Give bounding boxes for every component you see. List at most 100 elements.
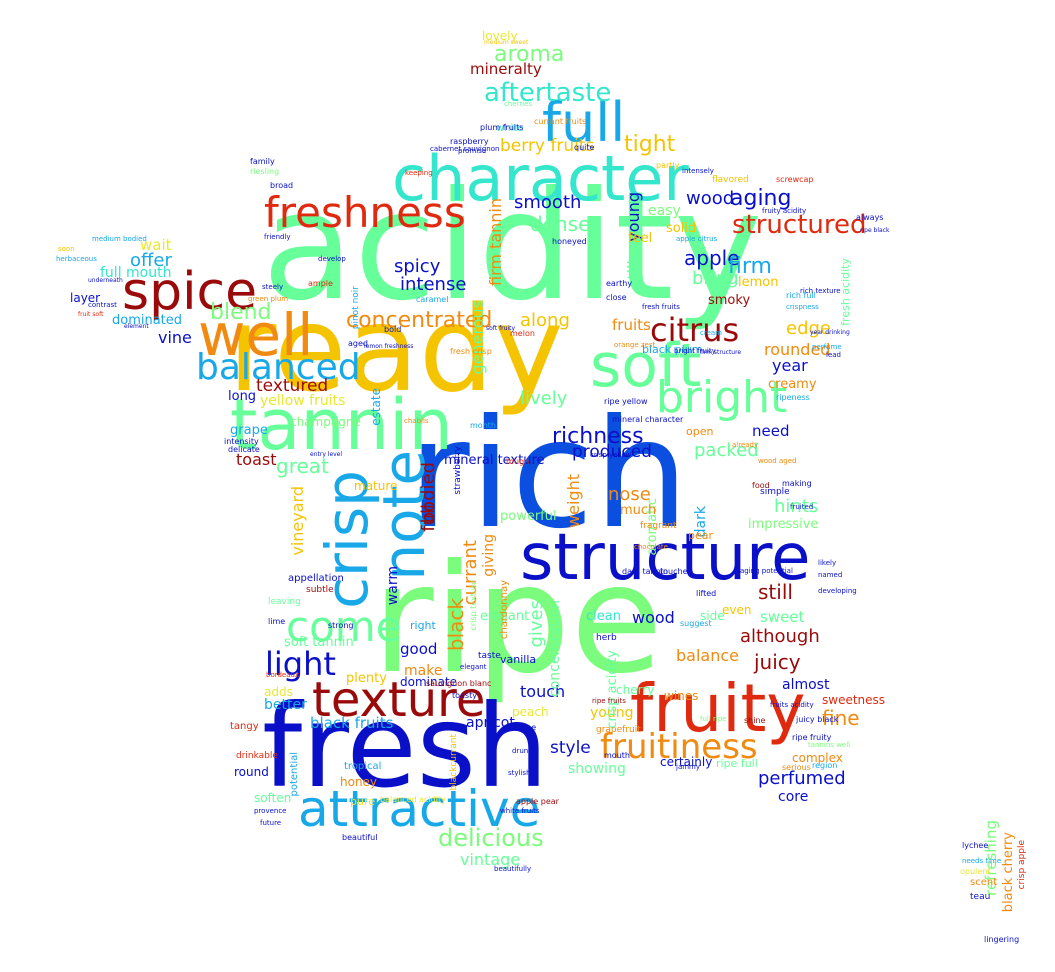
word-ripe-fruity: ripe fruity: [792, 733, 832, 742]
word-balance: balance: [676, 646, 739, 665]
word-great: great: [276, 454, 329, 478]
word-dense: dense: [530, 212, 591, 236]
word-teau: teau: [970, 892, 991, 902]
word-firm-structure: firm structure: [700, 349, 742, 356]
word-opulent: opulent: [960, 867, 991, 876]
word-along: along: [520, 310, 570, 331]
word-white: white: [496, 123, 524, 134]
word-black-fruits: black fruits: [310, 714, 394, 732]
word-chardonnay: chardonnay: [499, 580, 510, 640]
word-intensity: intensity: [224, 437, 259, 446]
word-fresh-acidity: fresh acidity: [839, 258, 852, 326]
word-adds: adds: [264, 685, 293, 699]
word-creamy: creamy: [768, 377, 817, 392]
word-lovely: lovely: [482, 29, 518, 43]
word-juicy-black: juicy black: [796, 715, 839, 724]
word-tannin: tannin: [230, 384, 453, 466]
word-bright: bright: [656, 372, 788, 423]
word-crispness: crispness: [786, 303, 819, 311]
word-fruits-acidity: fruits acidity: [770, 701, 814, 709]
word-scent: scent: [970, 877, 998, 888]
word-stylish: stylish: [508, 769, 531, 777]
word-better: better: [264, 697, 307, 713]
word-weight: weight: [564, 474, 583, 528]
word-soft-fruity: soft fruity: [486, 325, 516, 332]
word-pinot-noir: pinot noir: [351, 286, 361, 330]
word-ample: ample: [308, 279, 333, 288]
word-food: food: [752, 481, 770, 490]
word-already: already: [732, 441, 759, 449]
word-sweet: sweet: [760, 608, 805, 626]
word-ripe-full: ripe full: [716, 757, 758, 770]
word-entry-level: entry level: [310, 451, 343, 458]
word-delicate: delicate: [228, 445, 260, 454]
word-taste: taste: [478, 651, 501, 661]
word-lingering: lingering: [984, 935, 1020, 944]
word-fresh-fruits: fresh fruits: [642, 303, 680, 311]
word-cherry: cherry: [616, 683, 655, 697]
word-bold: bold: [384, 325, 402, 334]
word-cabernet-sauvignon: cabernet sauvignon: [430, 145, 500, 153]
word-spice: spice: [122, 262, 258, 322]
word-making: making: [782, 479, 812, 488]
word-aroma: aroma: [494, 42, 565, 67]
word-delicious: delicious: [438, 824, 544, 852]
word-impressive: impressive: [748, 517, 819, 532]
word-good: good: [400, 640, 438, 658]
word-grapefruit: grapefruit: [596, 725, 641, 735]
word-spicy: spicy: [394, 256, 441, 277]
word-cherries: cherries: [504, 100, 533, 108]
word-feel: feel: [628, 231, 653, 246]
word-attractive: attractive: [298, 780, 541, 838]
word-acidity: acidity: [262, 160, 763, 334]
word-ripe: ripe: [372, 533, 663, 707]
word-sweetness: sweetness: [822, 693, 886, 707]
word-strawberry: strawberry: [453, 446, 463, 495]
word-riesling: riesling: [250, 167, 280, 176]
word-drunk: drunk: [512, 747, 533, 755]
word-texture: texture: [312, 672, 486, 728]
word-textured: textured: [256, 376, 329, 396]
word-structured: structured: [732, 210, 867, 240]
word-balanced: balanced: [196, 347, 361, 388]
word-smooth: smooth: [514, 192, 582, 213]
word-apple: apple: [684, 246, 740, 270]
word-underneath: underneath: [88, 277, 123, 284]
word-nose: nose: [608, 484, 651, 505]
word-freshness: freshness: [264, 188, 466, 237]
word-toasty: toasty: [452, 691, 477, 700]
word-rich: rich: [408, 388, 689, 562]
word-toast: toast: [236, 450, 277, 469]
word-shine: shine: [744, 716, 766, 725]
word-wood-aged: wood aged: [758, 457, 797, 465]
word-intense: intense: [400, 274, 467, 295]
word-packed: packed: [694, 440, 759, 461]
word-lemon: lemon: [738, 275, 779, 290]
word-contrast: contrast: [88, 301, 117, 309]
word-generous: generous: [468, 300, 487, 375]
word-dark-tannin: dark tannin: [622, 567, 668, 576]
word-champagne: champagne: [290, 415, 361, 429]
word-provence: provence: [254, 807, 287, 815]
word-grape: grape: [230, 423, 268, 438]
word-mineralty: mineralty: [470, 60, 542, 78]
word-developing: developing: [818, 587, 857, 595]
word-beautifully: beautifully: [494, 865, 532, 873]
word-close: close: [606, 293, 627, 302]
word-fruit-soft: fruit soft: [78, 311, 104, 318]
word-balanced-acidity: balanced acidity: [380, 795, 446, 804]
word-rounded: rounded: [764, 340, 831, 359]
word-yellow-fruits: yellow fruits: [260, 393, 346, 409]
word-partly: partly: [656, 161, 680, 170]
word-vintage: vintage: [460, 850, 521, 869]
word-citrus: citrus: [650, 311, 740, 349]
word-touches: touches: [660, 567, 692, 576]
word-long: long: [228, 389, 257, 404]
word-offer: offer: [130, 250, 172, 271]
word-fruited: fruited: [790, 503, 814, 511]
word-solid: solid: [666, 221, 697, 236]
word-always: always: [856, 213, 884, 222]
word-currant-fruits: currant fruits: [534, 117, 587, 126]
word-herbaceous: herbaceous: [56, 255, 97, 263]
word-tangy: tangy: [230, 721, 259, 732]
